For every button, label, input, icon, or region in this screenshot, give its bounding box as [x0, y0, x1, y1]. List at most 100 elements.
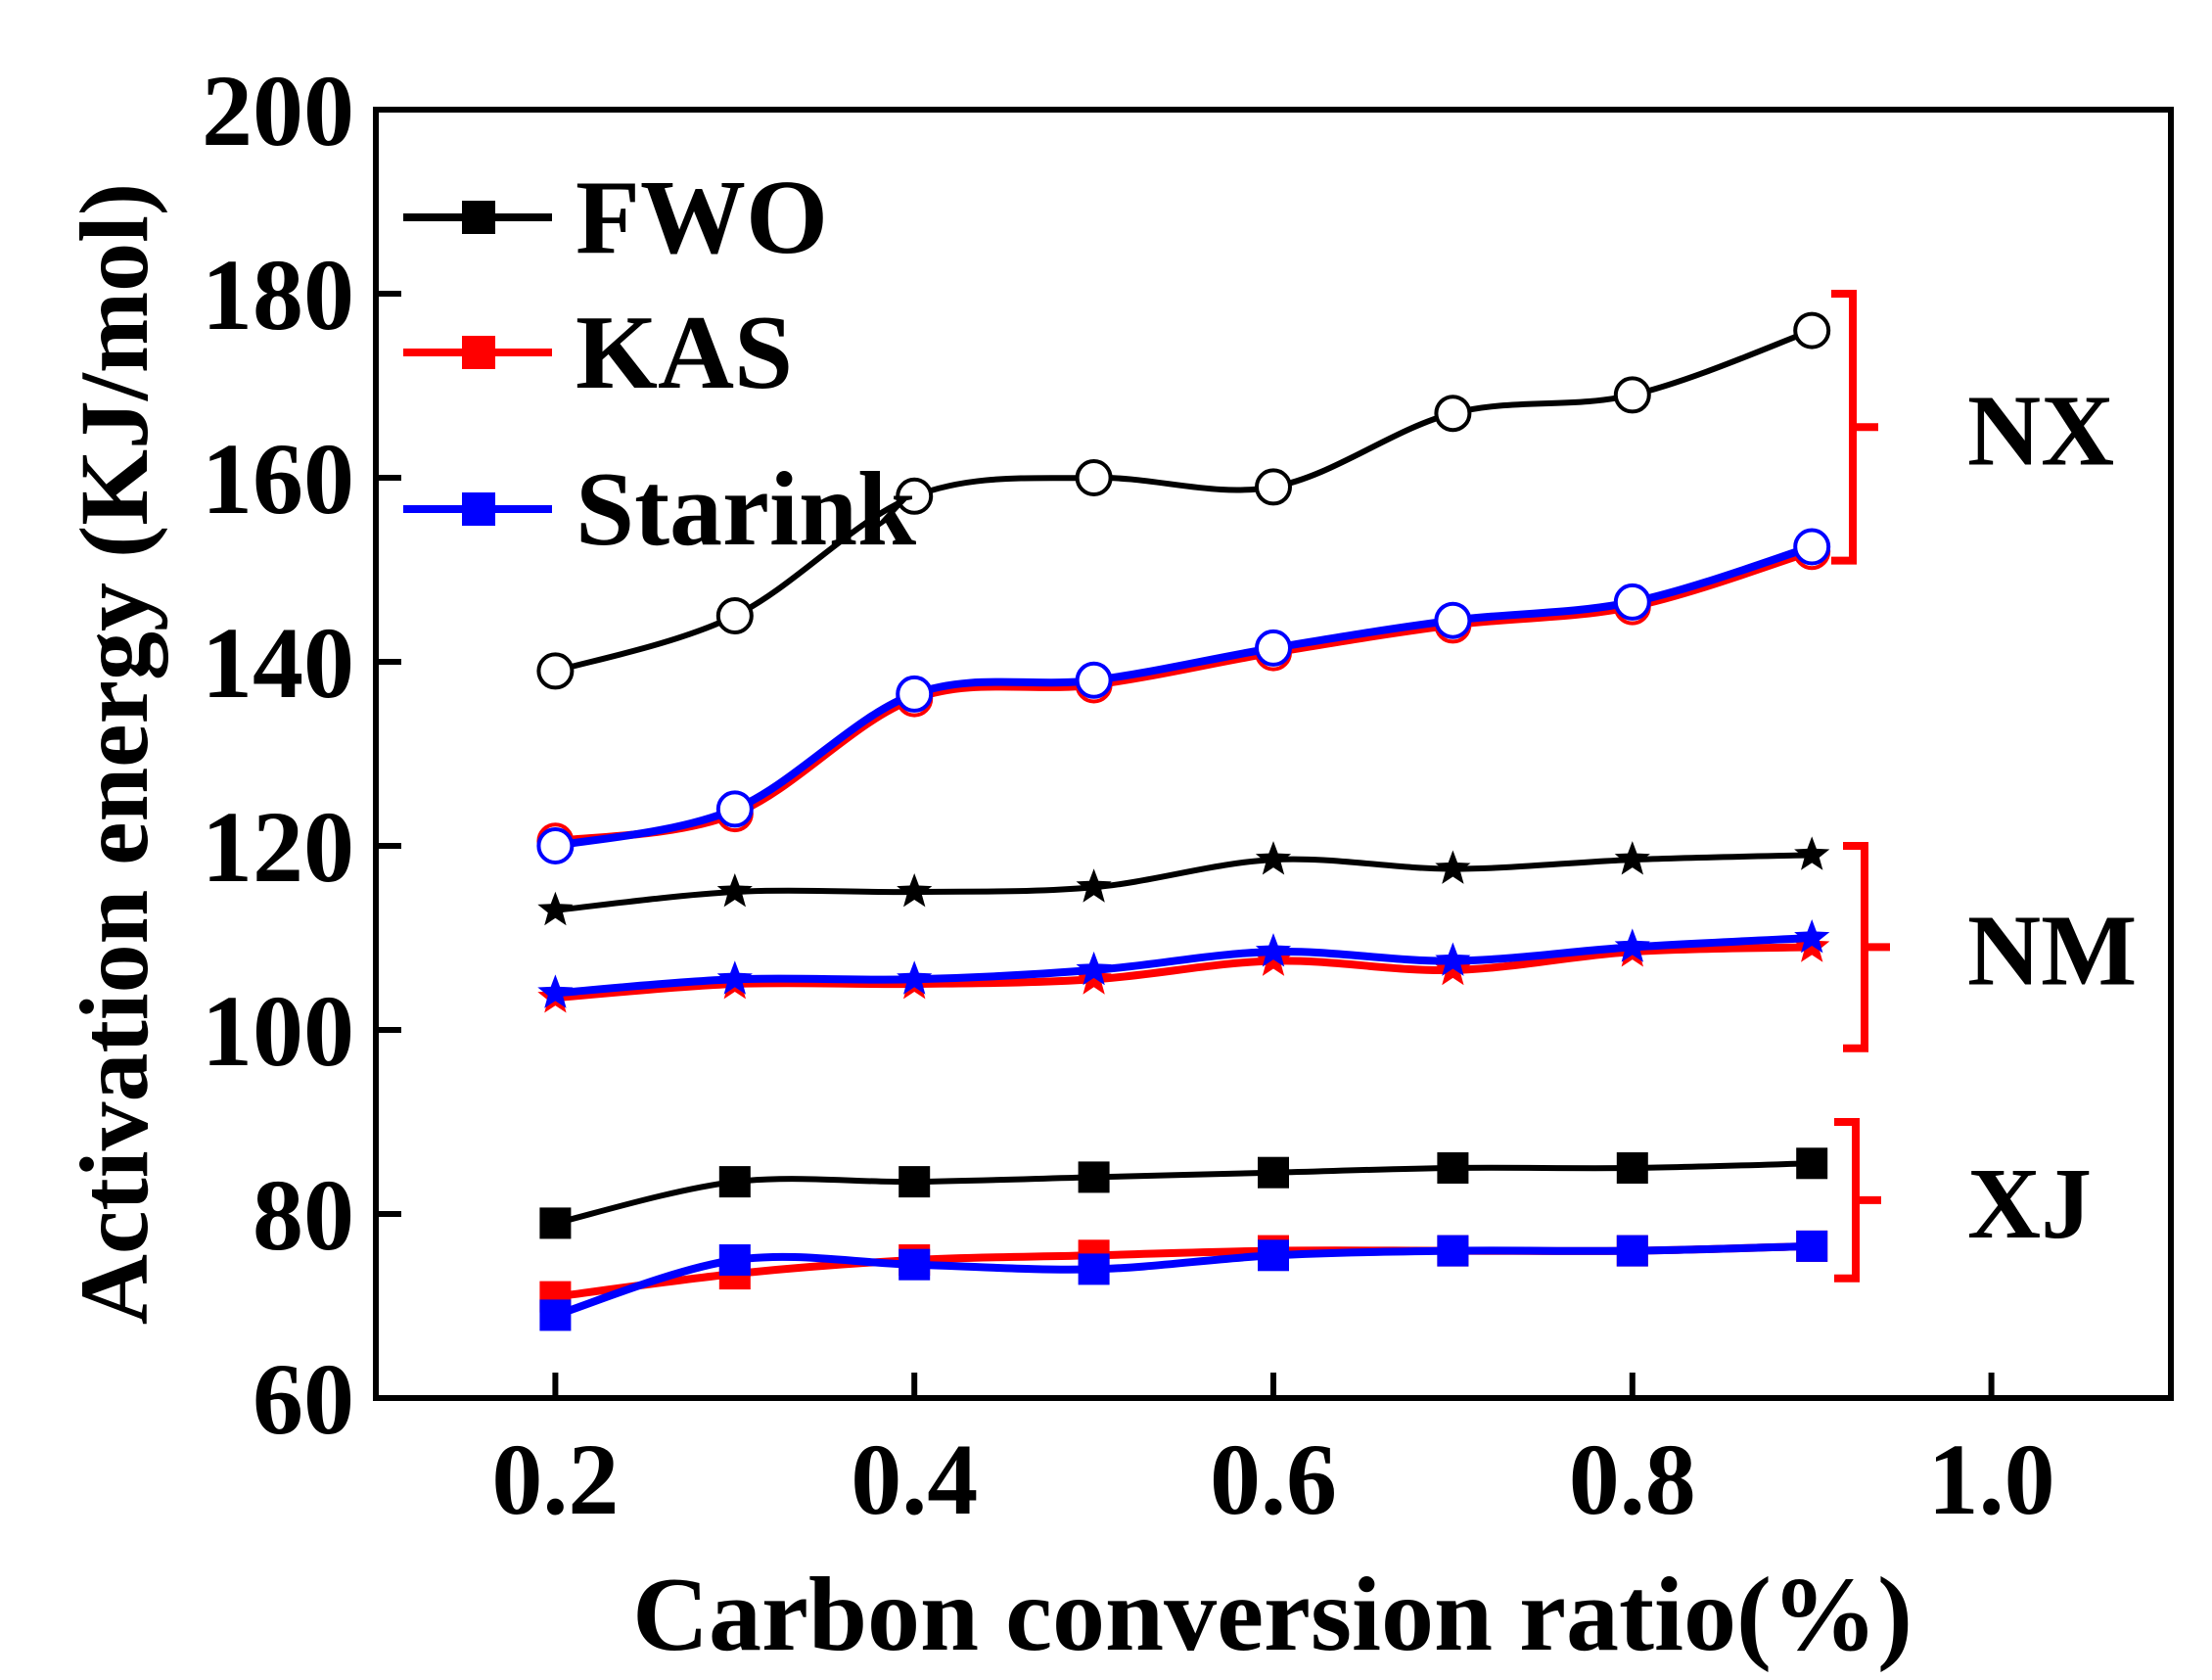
data-point	[1613, 583, 1651, 621]
series-line	[554, 327, 1814, 675]
group-label: XJ	[1967, 1147, 2092, 1260]
y-tick-label: 200	[202, 55, 354, 167]
legend-entry-kas: KAS	[403, 295, 793, 411]
x-axis-label: Carbon conversion ratio(%)	[632, 1557, 1912, 1673]
y-tick-label: 140	[202, 607, 354, 720]
data-point	[1794, 919, 1830, 954]
series-line	[554, 547, 1814, 846]
data-point	[899, 1166, 931, 1198]
data-point	[536, 652, 575, 690]
series-layer	[536, 311, 1831, 1331]
data-point	[896, 477, 934, 515]
bracket-line	[1834, 1118, 1881, 1283]
bracket-line	[1831, 290, 1878, 565]
data-point	[1434, 601, 1472, 639]
data-point	[537, 891, 574, 926]
data-point	[1255, 629, 1292, 667]
series-nm-fwo	[537, 836, 1830, 926]
data-point	[718, 1166, 751, 1198]
data-point	[897, 960, 933, 995]
data-point	[897, 873, 933, 908]
x-tick-label: 0.6	[1210, 1423, 1337, 1536]
legend-label: FWO	[576, 160, 828, 276]
data-point	[1616, 1235, 1648, 1267]
legend-entry-starink: Starink	[403, 451, 916, 568]
legend-label: Starink	[576, 451, 916, 568]
legend-marker	[462, 201, 495, 234]
series-xj-starink	[539, 1230, 1828, 1331]
data-point	[896, 675, 934, 713]
data-point	[539, 1299, 572, 1331]
legend-label: KAS	[576, 295, 793, 411]
y-tick-label: 160	[202, 423, 354, 536]
data-point	[1614, 928, 1650, 962]
data-point	[1078, 1253, 1110, 1285]
series-line	[554, 1241, 1813, 1320]
series-nx-fwo	[536, 311, 1831, 690]
series-line	[554, 1160, 1813, 1227]
data-point	[899, 1248, 931, 1281]
x-tick-label: 0.2	[491, 1423, 619, 1536]
data-point	[1435, 942, 1471, 976]
y-tick-label: 80	[253, 1159, 354, 1272]
data-point	[1794, 836, 1830, 870]
data-point	[718, 1244, 751, 1276]
data-point	[1437, 1152, 1469, 1184]
data-point	[1614, 841, 1650, 875]
group-label: NX	[1967, 374, 2114, 487]
data-point	[536, 827, 575, 864]
data-point	[537, 974, 574, 1008]
group-brackets: NX NM XJ	[1831, 290, 2137, 1283]
legend-entry-fwo: FWO	[403, 160, 828, 276]
series-line	[555, 852, 1813, 913]
data-point	[1255, 468, 1292, 506]
legend-marker	[462, 336, 495, 369]
bracket-line	[1843, 842, 1890, 1052]
data-point	[1255, 933, 1292, 967]
x-axis: 0.2 0.4 0.6 0.8 1.0	[491, 1373, 2055, 1536]
data-point	[715, 597, 754, 634]
legend-marker	[462, 492, 495, 526]
data-point	[1796, 1147, 1828, 1180]
y-axis: 60 80 100 120 140 160 180 200	[202, 55, 401, 1456]
data-point	[716, 960, 753, 995]
y-axis-label: Activation energy (KJ/mol)	[60, 183, 168, 1325]
data-point	[1258, 1156, 1289, 1189]
data-point	[1437, 1235, 1469, 1267]
data-point	[1078, 1161, 1110, 1193]
y-tick-label: 100	[202, 975, 354, 1088]
data-point	[1258, 1239, 1289, 1272]
x-tick-label: 0.8	[1569, 1423, 1696, 1536]
data-point	[1616, 1152, 1648, 1184]
bracket-nm: NM	[1843, 842, 2137, 1052]
y-tick-label: 60	[253, 1343, 354, 1456]
data-point	[1076, 868, 1112, 903]
data-point	[1793, 311, 1831, 350]
data-point	[716, 873, 753, 908]
data-point	[1075, 661, 1113, 699]
bracket-xj: XJ	[1834, 1118, 2092, 1283]
data-point	[1613, 376, 1651, 414]
series-nm-starink	[537, 919, 1830, 1008]
data-point	[1076, 951, 1112, 986]
series-nx-starink	[536, 528, 1831, 864]
data-point	[1796, 1230, 1828, 1262]
series-line	[554, 542, 1814, 850]
data-point	[715, 790, 754, 828]
series-line	[555, 934, 1813, 998]
series-line	[555, 943, 1813, 1003]
data-point	[1435, 850, 1471, 884]
group-label: NM	[1967, 894, 2137, 1006]
data-point	[1793, 528, 1831, 566]
x-tick-label: 1.0	[1928, 1423, 2055, 1536]
series-xj-fwo	[539, 1147, 1828, 1239]
y-tick-label: 120	[202, 791, 354, 904]
legend: FWO KAS Starink	[403, 160, 916, 568]
data-point	[1075, 459, 1113, 496]
bracket-nx: NX	[1831, 290, 2114, 565]
x-tick-label: 0.4	[851, 1423, 978, 1536]
data-point	[539, 1207, 572, 1239]
y-tick-label: 180	[202, 239, 354, 351]
data-point	[1255, 841, 1292, 875]
